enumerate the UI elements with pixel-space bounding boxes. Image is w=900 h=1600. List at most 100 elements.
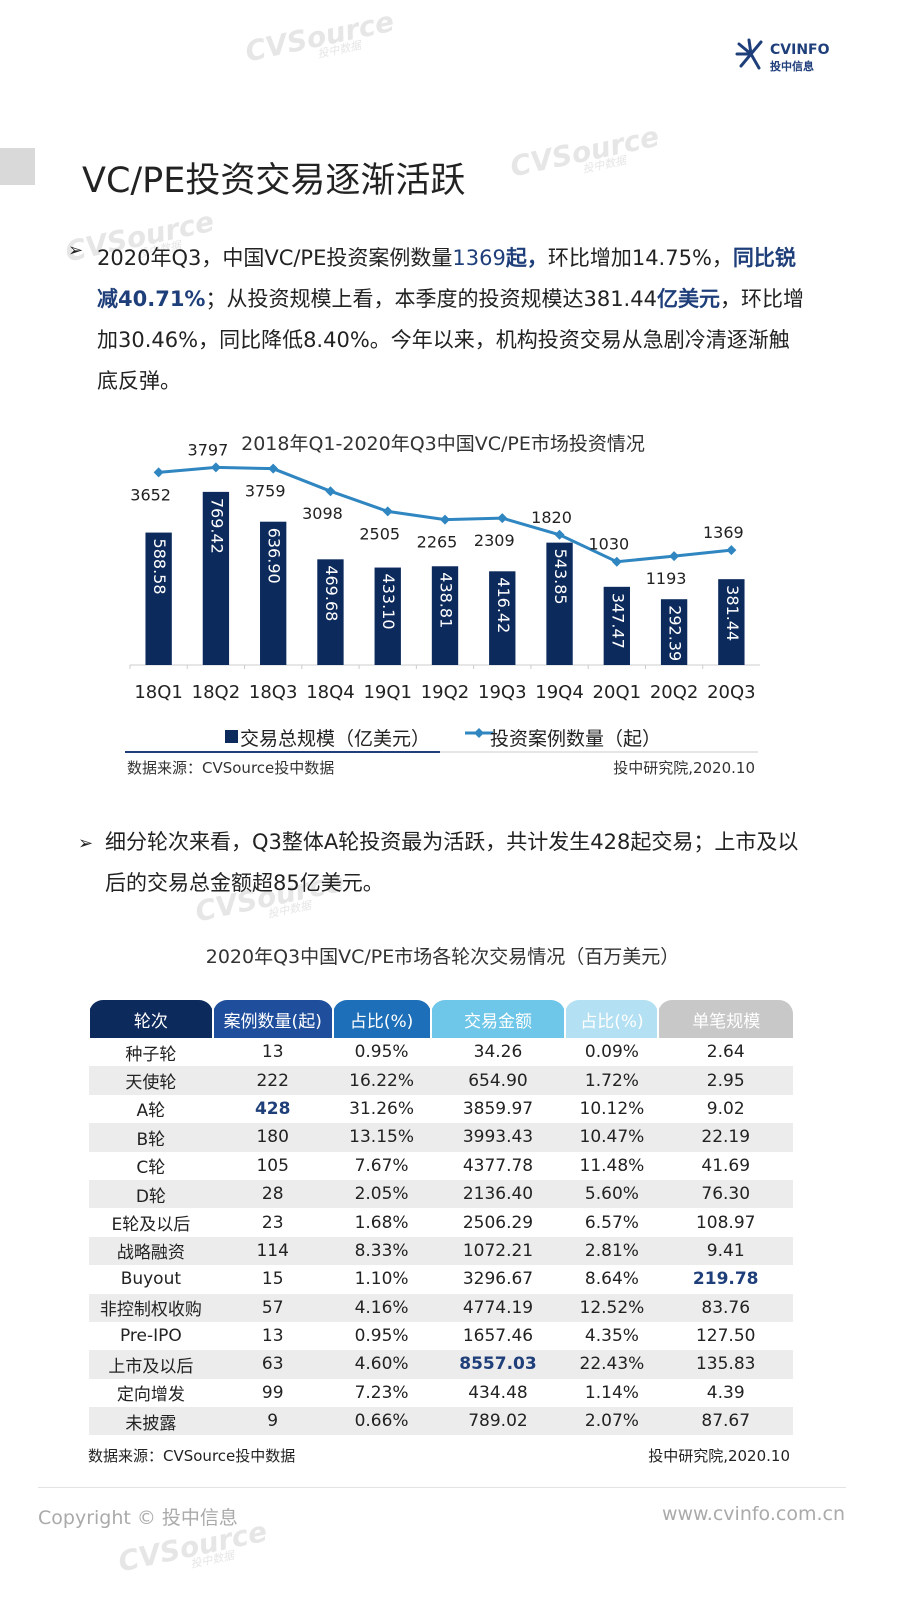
column-header: 轮次 bbox=[88, 1000, 213, 1038]
bar bbox=[660, 599, 688, 665]
table-row: D轮 28 2.05% 2136.40 5.60% 76.30 bbox=[89, 1179, 793, 1209]
table-cell: 7.23% bbox=[354, 1382, 409, 1403]
table-row: C轮 105 7.67% 4377.78 11.48% 41.69 bbox=[89, 1152, 793, 1180]
chart: 2018年Q1-2020年Q3中国VC/PE市场投资情况 数据来源：CVSour… bbox=[125, 433, 760, 777]
table-cell: 87.67 bbox=[658, 1407, 793, 1436]
table-cell: 4774.19 bbox=[430, 1293, 566, 1322]
column-header: 单笔规模 bbox=[657, 1000, 793, 1038]
table-row: 定向增发 99 7.23% 434.48 1.14% 4.39 bbox=[89, 1379, 793, 1407]
table-cell: 13 bbox=[261, 1042, 284, 1063]
table-row: Buyout 15 1.10% 3296.67 8.64% 219.78 bbox=[89, 1265, 793, 1293]
line-marker bbox=[611, 556, 622, 567]
table-cell: 12.52% bbox=[565, 1293, 659, 1322]
text-run: 环比增加14.75%， bbox=[547, 246, 733, 270]
line-marker bbox=[382, 506, 393, 517]
table-cell: 1072.21 bbox=[430, 1236, 566, 1266]
table-cell: 非控制权收购 bbox=[89, 1293, 213, 1322]
table-cell: 天使轮 bbox=[89, 1066, 213, 1095]
line-marker bbox=[726, 545, 737, 556]
table-cell: 3859.97 bbox=[462, 1098, 534, 1119]
line-marker bbox=[153, 467, 164, 478]
x-tick-label: 20Q2 bbox=[650, 682, 699, 703]
table-cell: 1.14% bbox=[584, 1382, 639, 1403]
x-tick-label: 20Q1 bbox=[593, 682, 642, 703]
table-cell: 9 bbox=[212, 1407, 333, 1436]
table-cell: 上市及以后 bbox=[89, 1350, 213, 1379]
paragraph: 细分轮次来看，Q3整体A轮投资最为活跃，共计发生428起交易；上市及以后的交易总… bbox=[105, 830, 799, 895]
column-header: 案例数量(起) bbox=[211, 1000, 333, 1038]
table-cell: B轮 bbox=[89, 1123, 213, 1152]
table-row: 上市及以后 63 4.60% 8557.03 22.43% 135.83 bbox=[89, 1350, 793, 1379]
table-row: 战略融资 114 8.33% 1072.21 2.81% 9.41 bbox=[89, 1236, 793, 1266]
table-cell: 41.69 bbox=[701, 1155, 751, 1176]
x-tick-label: 18Q2 bbox=[192, 682, 241, 703]
table-cell: 3993.43 bbox=[430, 1123, 566, 1152]
table-row: 未披露 9 0.66% 789.02 2.07% 87.67 bbox=[89, 1407, 793, 1436]
bar-value-label: 347.47 bbox=[608, 593, 627, 649]
table-cell: 2.95 bbox=[658, 1066, 793, 1095]
table-cell: 5.60% bbox=[565, 1179, 659, 1209]
column-header: 占比(%) bbox=[564, 1000, 659, 1038]
x-tick-label: 18Q4 bbox=[306, 682, 355, 703]
x-tick-label: 19Q2 bbox=[421, 682, 470, 703]
table-cell: 16.22% bbox=[332, 1066, 431, 1095]
chart-title: 2018年Q1-2020年Q3中国VC/PE市场投资情况 bbox=[241, 433, 645, 455]
title-marker bbox=[0, 148, 35, 185]
text-run: ，环比增加30.46%，同比降低8.40%。今年以来，机构投资交易从急剧冷清逐渐… bbox=[97, 287, 804, 393]
table-cell: 13.15% bbox=[332, 1123, 431, 1152]
x-tick-label: 19Q4 bbox=[535, 682, 584, 703]
table-cell: 未披露 bbox=[89, 1407, 213, 1436]
table-cell: 219.78 bbox=[692, 1269, 759, 1290]
table-cell: 6.57% bbox=[584, 1212, 639, 1233]
line-marker bbox=[497, 513, 508, 524]
table-row: 种子轮 13 0.95% 34.26 0.09% 2.64 bbox=[89, 1038, 793, 1066]
logo-sub: 投中信息 bbox=[770, 60, 814, 73]
line-value-label: 2309 bbox=[474, 531, 515, 550]
table-cell: 7.67% bbox=[354, 1155, 409, 1176]
table-row: Pre-IPO 13 0.95% 1657.46 4.35% 127.50 bbox=[89, 1322, 793, 1350]
x-tick-label: 18Q3 bbox=[249, 682, 298, 703]
table-cell: 1657.46 bbox=[462, 1326, 534, 1347]
line-value-label: 1030 bbox=[588, 535, 629, 554]
bar-value-label: 416.42 bbox=[494, 577, 513, 633]
table-cell: 28 bbox=[212, 1179, 333, 1209]
table-source: 数据来源：CVSource投中数据 bbox=[88, 1447, 296, 1465]
text-run: ；从投资规模上看，本季度的投资规模达381.44 bbox=[205, 287, 657, 311]
text-run: 起， bbox=[505, 246, 548, 270]
table-cell: A轮 bbox=[136, 1101, 166, 1122]
table-cell: 3296.67 bbox=[462, 1269, 534, 1290]
bar bbox=[260, 521, 287, 665]
bar-value-label: 769.42 bbox=[207, 498, 226, 554]
bar bbox=[718, 579, 745, 665]
table-cell: 4377.78 bbox=[462, 1155, 534, 1176]
table-cell: 2136.40 bbox=[430, 1179, 566, 1209]
table-credit: 投中研究院,2020.10 bbox=[648, 1447, 790, 1465]
text-run: 同比锐减40.71% bbox=[97, 246, 796, 311]
line-marker bbox=[554, 529, 565, 540]
table-cell: 789.02 bbox=[430, 1407, 566, 1436]
table-cell: 0.09% bbox=[584, 1042, 639, 1063]
watermark: CVSource 投中数据 bbox=[507, 119, 662, 184]
table-row: 非控制权收购 57 4.16% 4774.19 12.52% 83.76 bbox=[89, 1293, 793, 1322]
table-cell: 654.90 bbox=[430, 1066, 566, 1095]
table-cell: 4.16% bbox=[332, 1293, 431, 1322]
table-cell: 57 bbox=[212, 1293, 333, 1322]
table-cell: E轮及以后 bbox=[111, 1215, 191, 1236]
table-row: 天使轮 222 16.22% 654.90 1.72% 2.95 bbox=[89, 1066, 793, 1095]
table-cell: 22.19 bbox=[658, 1123, 793, 1152]
table-cell: 11.48% bbox=[579, 1155, 645, 1176]
bar-value-label: 292.39 bbox=[666, 605, 685, 661]
bar bbox=[317, 559, 344, 665]
column-header: 占比(%) bbox=[331, 1000, 431, 1038]
table-cell: 22.43% bbox=[565, 1350, 659, 1379]
table-cell: 1.72% bbox=[565, 1066, 659, 1095]
line-value-label: 2265 bbox=[417, 533, 458, 552]
line-value-label: 1193 bbox=[646, 569, 687, 588]
x-tick-label: 18Q1 bbox=[134, 682, 183, 703]
table-cell: 23 bbox=[261, 1212, 284, 1233]
table-cell: Pre-IPO bbox=[119, 1326, 182, 1347]
line-value-label: 3797 bbox=[188, 440, 229, 459]
table-cell: 13 bbox=[261, 1326, 284, 1347]
column-header: 交易金额 bbox=[429, 1000, 566, 1038]
bar-value-label: 381.44 bbox=[723, 585, 742, 641]
